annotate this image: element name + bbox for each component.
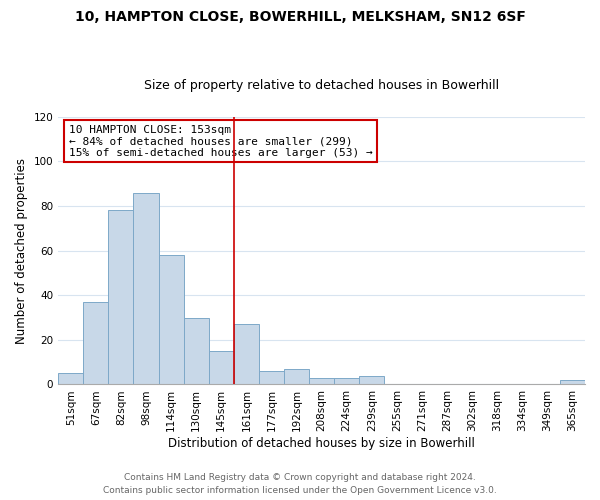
Bar [359, 376, 385, 384]
Bar [284, 369, 309, 384]
Bar [109, 210, 133, 384]
Bar [560, 380, 585, 384]
X-axis label: Distribution of detached houses by size in Bowerhill: Distribution of detached houses by size … [168, 437, 475, 450]
Text: Contains HM Land Registry data © Crown copyright and database right 2024.
Contai: Contains HM Land Registry data © Crown c… [103, 474, 497, 495]
Bar [158, 255, 184, 384]
Bar [83, 302, 109, 384]
Bar [184, 318, 209, 384]
Bar [309, 378, 334, 384]
Bar [259, 371, 284, 384]
Bar [209, 351, 234, 384]
Bar [234, 324, 259, 384]
Bar [58, 374, 83, 384]
Y-axis label: Number of detached properties: Number of detached properties [15, 158, 28, 344]
Text: 10, HAMPTON CLOSE, BOWERHILL, MELKSHAM, SN12 6SF: 10, HAMPTON CLOSE, BOWERHILL, MELKSHAM, … [74, 10, 526, 24]
Bar [133, 192, 158, 384]
Title: Size of property relative to detached houses in Bowerhill: Size of property relative to detached ho… [144, 79, 499, 92]
Bar [334, 378, 359, 384]
Text: 10 HAMPTON CLOSE: 153sqm
← 84% of detached houses are smaller (299)
15% of semi-: 10 HAMPTON CLOSE: 153sqm ← 84% of detach… [69, 125, 373, 158]
